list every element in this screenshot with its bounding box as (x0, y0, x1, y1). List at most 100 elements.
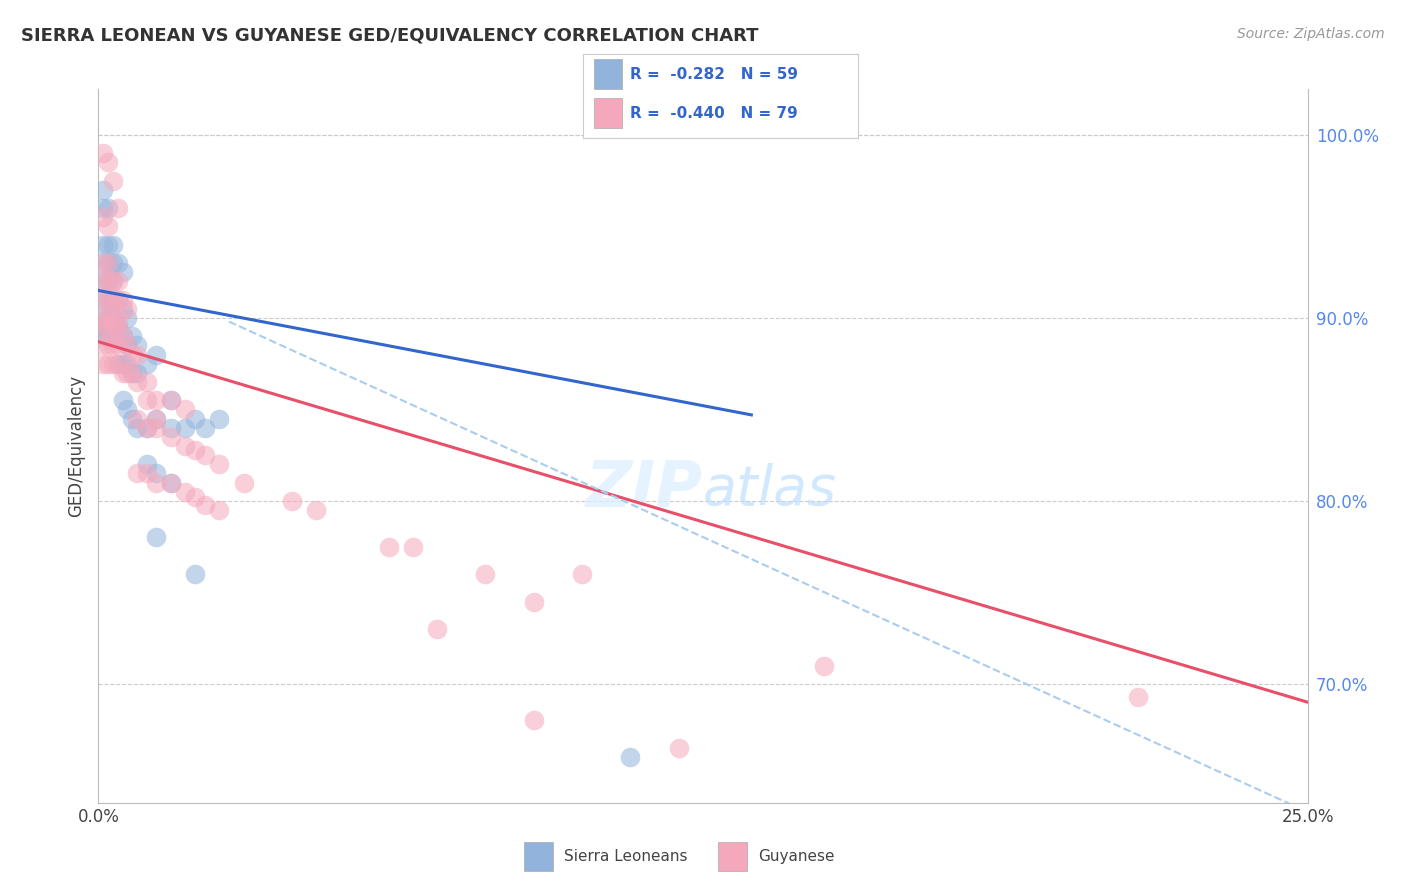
Point (97, 274, 120, 288)
Bar (595, 60, 621, 89)
Point (668, 740, 690, 755)
Point (107, 310, 129, 325)
Point (121, 366, 143, 380)
Point (111, 366, 134, 380)
Point (121, 366, 143, 380)
Point (91, 357, 114, 371)
Point (111, 329, 134, 343)
Point (111, 329, 134, 343)
Point (107, 338, 129, 352)
Point (127, 375, 149, 389)
Point (101, 357, 124, 371)
Point (101, 310, 124, 325)
Text: Guyanese: Guyanese (758, 849, 834, 864)
Point (127, 366, 149, 380)
Point (97, 310, 120, 325)
Point (97, 320, 120, 334)
Point (208, 411, 231, 425)
Point (174, 439, 197, 453)
Point (194, 448, 217, 462)
Point (135, 357, 157, 371)
Point (91, 256, 114, 270)
Point (160, 430, 183, 444)
Point (121, 329, 143, 343)
Point (426, 622, 449, 636)
Point (160, 420, 183, 434)
Point (127, 347, 149, 361)
Point (107, 293, 129, 307)
Point (184, 490, 207, 504)
Point (135, 393, 157, 408)
Point (91, 310, 114, 325)
Point (107, 256, 129, 270)
Point (101, 256, 124, 270)
Point (184, 411, 207, 425)
Point (160, 393, 183, 408)
Point (91, 183, 114, 197)
Point (97, 310, 120, 325)
Point (117, 402, 139, 417)
Bar (595, 98, 621, 128)
Point (232, 475, 254, 490)
Point (107, 320, 129, 334)
Point (97, 329, 120, 343)
Point (101, 320, 124, 334)
Point (97, 320, 120, 334)
Point (107, 357, 129, 371)
Point (97, 201, 120, 215)
Point (117, 301, 139, 316)
Point (97, 256, 120, 270)
Point (523, 594, 546, 608)
Point (127, 420, 149, 434)
Point (127, 411, 149, 425)
Point (402, 540, 425, 554)
Point (101, 237, 124, 252)
Point (121, 347, 143, 361)
Point (101, 338, 124, 352)
Text: ZIP: ZIP (586, 458, 703, 520)
Y-axis label: GED/Equivalency: GED/Equivalency (67, 375, 86, 517)
Point (91, 293, 114, 307)
Point (91, 293, 114, 307)
Point (174, 420, 197, 434)
Point (107, 293, 129, 307)
Point (117, 366, 139, 380)
Point (127, 338, 149, 352)
Point (97, 357, 120, 371)
Point (91, 211, 114, 225)
Point (97, 293, 120, 307)
Point (111, 265, 134, 279)
Point (91, 146, 114, 161)
Point (111, 357, 134, 371)
Point (145, 393, 167, 408)
Text: atlas: atlas (703, 462, 837, 516)
Point (184, 442, 207, 457)
Point (474, 567, 496, 582)
Point (145, 347, 167, 361)
Bar (717, 842, 747, 871)
Point (145, 467, 167, 481)
Point (135, 458, 157, 472)
Point (145, 475, 167, 490)
Point (91, 237, 114, 252)
Point (101, 174, 124, 188)
Point (135, 375, 157, 389)
Point (91, 320, 114, 334)
Point (101, 274, 124, 288)
Point (305, 503, 328, 517)
Point (135, 467, 157, 481)
Point (101, 293, 124, 307)
Point (145, 531, 167, 545)
Point (281, 494, 304, 508)
Text: Source: ZipAtlas.com: Source: ZipAtlas.com (1237, 27, 1385, 41)
Point (101, 320, 124, 334)
Point (101, 310, 124, 325)
Point (208, 458, 231, 472)
Point (107, 357, 129, 371)
Point (91, 329, 114, 343)
Point (91, 274, 114, 288)
Text: R =  -0.282   N = 59: R = -0.282 N = 59 (630, 67, 799, 82)
Point (194, 498, 217, 512)
Point (97, 237, 120, 252)
Text: SIERRA LEONEAN VS GUYANESE GED/EQUIVALENCY CORRELATION CHART: SIERRA LEONEAN VS GUYANESE GED/EQUIVALEN… (21, 27, 759, 45)
